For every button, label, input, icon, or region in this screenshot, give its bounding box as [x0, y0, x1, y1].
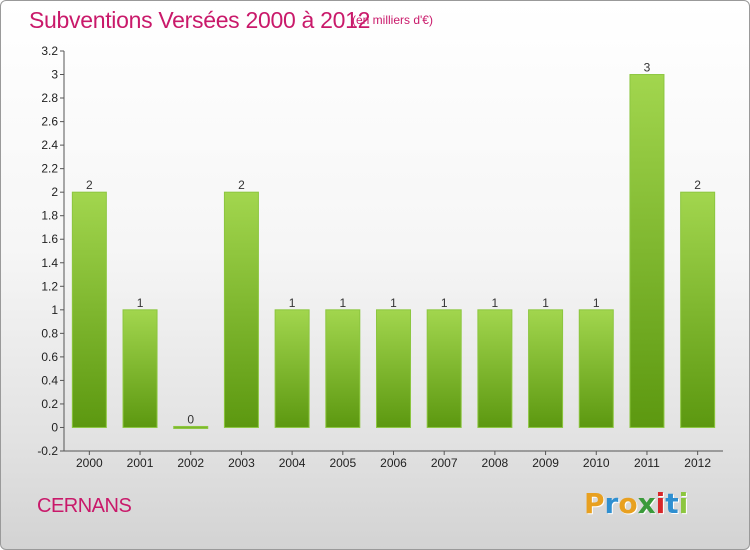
data-label: 0 — [187, 412, 194, 426]
bar — [274, 309, 310, 428]
data-label: 1 — [593, 296, 600, 310]
y-tick-label: -0.2 — [37, 444, 58, 458]
x-tick-label: 2012 — [684, 456, 711, 470]
data-label: 2 — [694, 178, 701, 192]
data-label: 1 — [492, 296, 499, 310]
x-tick-label: 2005 — [329, 456, 356, 470]
x-tick-label: 2011 — [634, 456, 660, 470]
data-label: 1 — [289, 296, 296, 310]
y-tick-label: 3 — [51, 68, 58, 82]
x-tick-label: 2006 — [380, 456, 407, 470]
logo-letter: P — [584, 487, 605, 520]
y-tick-label: 2.4 — [41, 138, 58, 152]
data-label: 2 — [86, 178, 93, 192]
data-label: 3 — [644, 61, 651, 75]
logo-letter: x — [637, 487, 656, 520]
x-tick-label: 2009 — [532, 456, 559, 470]
place-name: CERNANS — [37, 495, 132, 517]
y-tick-label: 2 — [51, 185, 58, 199]
bars — [71, 74, 716, 429]
data-label: 1 — [390, 296, 397, 310]
bar — [578, 309, 614, 428]
bar — [122, 309, 158, 428]
y-tick-label: 1.2 — [41, 279, 58, 293]
x-tick-label: 2002 — [177, 456, 204, 470]
bar — [629, 74, 665, 428]
x-tick-label: 2010 — [583, 456, 610, 470]
data-label: 1 — [542, 296, 549, 310]
y-tick-label: 0.2 — [41, 397, 58, 411]
data-label: 1 — [339, 296, 346, 310]
logo-letter: o — [618, 487, 638, 520]
x-tick-label: 2008 — [482, 456, 509, 470]
x-tick-label: 2000 — [76, 456, 103, 470]
data-label: 1 — [441, 296, 448, 310]
y-tick-label: 1.4 — [41, 256, 58, 270]
bar — [223, 191, 259, 428]
x-tick-label: 2007 — [431, 456, 458, 470]
axes — [60, 50, 723, 455]
logo-letter: r — [604, 487, 619, 520]
y-tick-label: 2.2 — [41, 162, 58, 176]
chart-subtitle: (en milliers d'€) — [352, 13, 433, 27]
labels: -0.2 0 0.2 0.4 0.6 0.8 1 1.2 1.4 1.6 1.8 2 2.2 2.4 2.6… — [37, 44, 711, 470]
y-tick-label: 2.8 — [41, 91, 58, 105]
data-label: 1 — [137, 296, 144, 310]
bar — [477, 309, 513, 428]
y-tick-label: 0.6 — [41, 350, 58, 364]
y-tick-label: 1 — [51, 303, 58, 317]
x-tick-label: 2004 — [279, 456, 306, 470]
bar — [528, 309, 564, 428]
chart-title: Subventions Versées 2000 à 2012 — [29, 7, 371, 33]
x-tick-label: 2003 — [228, 456, 255, 470]
y-tick-label: 0.8 — [41, 326, 58, 340]
y-tick-label: 0.4 — [41, 373, 58, 387]
bar — [325, 309, 361, 428]
x-tick-label: 2001 — [127, 456, 154, 470]
y-tick-label: 0 — [51, 420, 58, 434]
bar — [376, 309, 411, 428]
data-label: 2 — [238, 178, 245, 192]
bar — [71, 191, 107, 428]
bar — [680, 191, 716, 428]
y-tick-label: 1.6 — [41, 232, 58, 246]
logo-letter: t — [665, 487, 679, 520]
proxiti-logo: Proxiti — [584, 487, 688, 520]
logo-letter: i — [655, 487, 666, 520]
logo-letter: i — [678, 487, 689, 520]
bar — [173, 425, 209, 429]
y-tick-label: 2.6 — [41, 115, 58, 129]
y-tick-label: 1.8 — [41, 209, 58, 223]
bar — [426, 309, 462, 428]
y-tick-label: 3.2 — [41, 44, 58, 58]
